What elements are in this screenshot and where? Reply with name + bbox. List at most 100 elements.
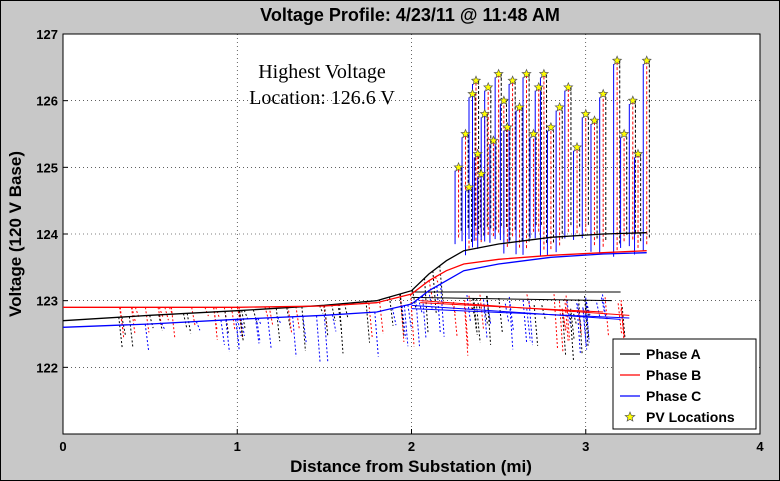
lateral-branch xyxy=(215,307,220,318)
lateral-branch xyxy=(331,314,337,332)
legend-label: Phase C xyxy=(646,388,701,404)
lateral-branch xyxy=(578,299,583,354)
lateral-branch xyxy=(343,303,349,319)
lateral-branch xyxy=(182,313,188,330)
pv-location-marker xyxy=(493,68,504,79)
lateral-branch xyxy=(365,301,371,343)
pv-location-marker xyxy=(571,141,583,152)
pv-location-marker xyxy=(533,81,544,92)
y-tick-label: 126 xyxy=(36,94,58,109)
lateral-branch xyxy=(407,304,412,329)
pv-location-marker xyxy=(467,88,478,99)
lateral-branch xyxy=(302,316,307,345)
lateral-branch xyxy=(241,310,246,330)
lateral-branch xyxy=(421,295,427,339)
lateral-branch xyxy=(561,309,567,331)
legend-box xyxy=(612,338,757,430)
lateral-branch xyxy=(604,297,610,338)
pv-location-marker xyxy=(483,81,494,92)
legend-label: Phase B xyxy=(646,367,701,383)
pv-location-marker xyxy=(611,55,623,66)
annotation-line-1: Highest Voltage xyxy=(258,61,386,83)
lateral-branch xyxy=(292,316,297,357)
lateral-branch xyxy=(131,307,136,335)
annotation-line-2: Location: 126.6 V xyxy=(249,87,395,109)
lateral-branch xyxy=(267,317,272,350)
lateral-branch xyxy=(401,306,407,339)
pv-location-marker xyxy=(545,121,557,132)
y-tick-label: 122 xyxy=(36,360,58,375)
y-axis-ticks: 122 123 124 125 126 127 xyxy=(36,27,68,375)
lateral-branch xyxy=(374,312,379,357)
chart-title: Voltage Profile: 4/23/11 @ 11:48 AM xyxy=(260,5,560,25)
branch-line xyxy=(411,308,630,319)
lateral-branch xyxy=(128,316,134,348)
pv-location-marker xyxy=(538,68,550,79)
lateral-branch xyxy=(286,307,291,329)
x-tick-label: 4 xyxy=(756,439,764,454)
lateral-branch xyxy=(399,293,404,325)
lateral-branch xyxy=(256,318,261,343)
pv-location-marker xyxy=(472,148,483,159)
lateral-branch xyxy=(620,303,626,345)
pv-location-marker xyxy=(470,75,482,86)
pv-location-marker xyxy=(563,81,574,92)
lateral-branch xyxy=(275,308,281,342)
pv-location-marker xyxy=(514,101,525,112)
lateral-branch xyxy=(323,305,329,337)
pv-location-marker xyxy=(460,128,471,139)
lateral-branch xyxy=(161,323,166,331)
lateral-branch xyxy=(509,303,515,332)
lateral-branch xyxy=(225,319,230,352)
lateral-branch xyxy=(440,283,445,337)
lateral-branch xyxy=(463,302,469,356)
pv-location-marker xyxy=(554,101,565,112)
pv-markers xyxy=(453,55,652,192)
x-tick-label: 0 xyxy=(59,439,66,454)
lateral-branch xyxy=(191,307,196,327)
lateral-branch xyxy=(236,307,242,325)
lateral-branch xyxy=(528,300,534,346)
lateral-branch xyxy=(118,317,123,349)
lateral-branch xyxy=(254,318,260,344)
lateral-branch xyxy=(434,276,440,285)
lateral-branch xyxy=(331,304,336,322)
lateral-branch xyxy=(144,324,150,352)
pv-location-marker xyxy=(502,121,513,132)
y-tick-label: 125 xyxy=(36,160,58,175)
x-tick-label: 3 xyxy=(582,439,589,454)
pv-location-marker xyxy=(521,68,532,79)
lateral-branch xyxy=(584,295,589,348)
lateral-branch xyxy=(389,296,394,326)
lateral-branch xyxy=(243,310,249,320)
y-tick-label: 124 xyxy=(36,227,58,242)
lateral-branch xyxy=(237,319,242,337)
lateral-branch xyxy=(482,299,488,338)
legend-swatch-star xyxy=(624,411,636,422)
branch-line xyxy=(411,296,612,302)
lateral-branch xyxy=(468,295,473,312)
lateral-branch xyxy=(134,307,140,318)
lateral-branch xyxy=(533,304,539,346)
lateral-branch xyxy=(277,317,282,325)
lateral-branch xyxy=(131,307,136,323)
grid-lines xyxy=(63,34,760,434)
lateral-branch xyxy=(323,305,328,327)
voltage-traces xyxy=(118,60,650,363)
phase-c-line xyxy=(62,252,647,328)
lateral-branch xyxy=(119,307,125,339)
phase-b-line xyxy=(63,250,647,308)
lateral-branch xyxy=(301,306,306,351)
lateral-branch xyxy=(337,304,343,331)
lateral-branch xyxy=(451,303,457,315)
lateral-branch xyxy=(186,313,192,334)
lateral-branch xyxy=(585,301,590,318)
lateral-branch xyxy=(600,297,606,315)
lateral-branch xyxy=(466,294,471,322)
y-axis-label: Voltage (120 V Base) xyxy=(6,151,25,317)
lateral-branch xyxy=(617,303,623,335)
pv-location-marker xyxy=(598,88,609,99)
lateral-branch xyxy=(582,307,587,347)
lateral-branch xyxy=(268,306,274,326)
x-tick-label: 1 xyxy=(234,439,241,454)
